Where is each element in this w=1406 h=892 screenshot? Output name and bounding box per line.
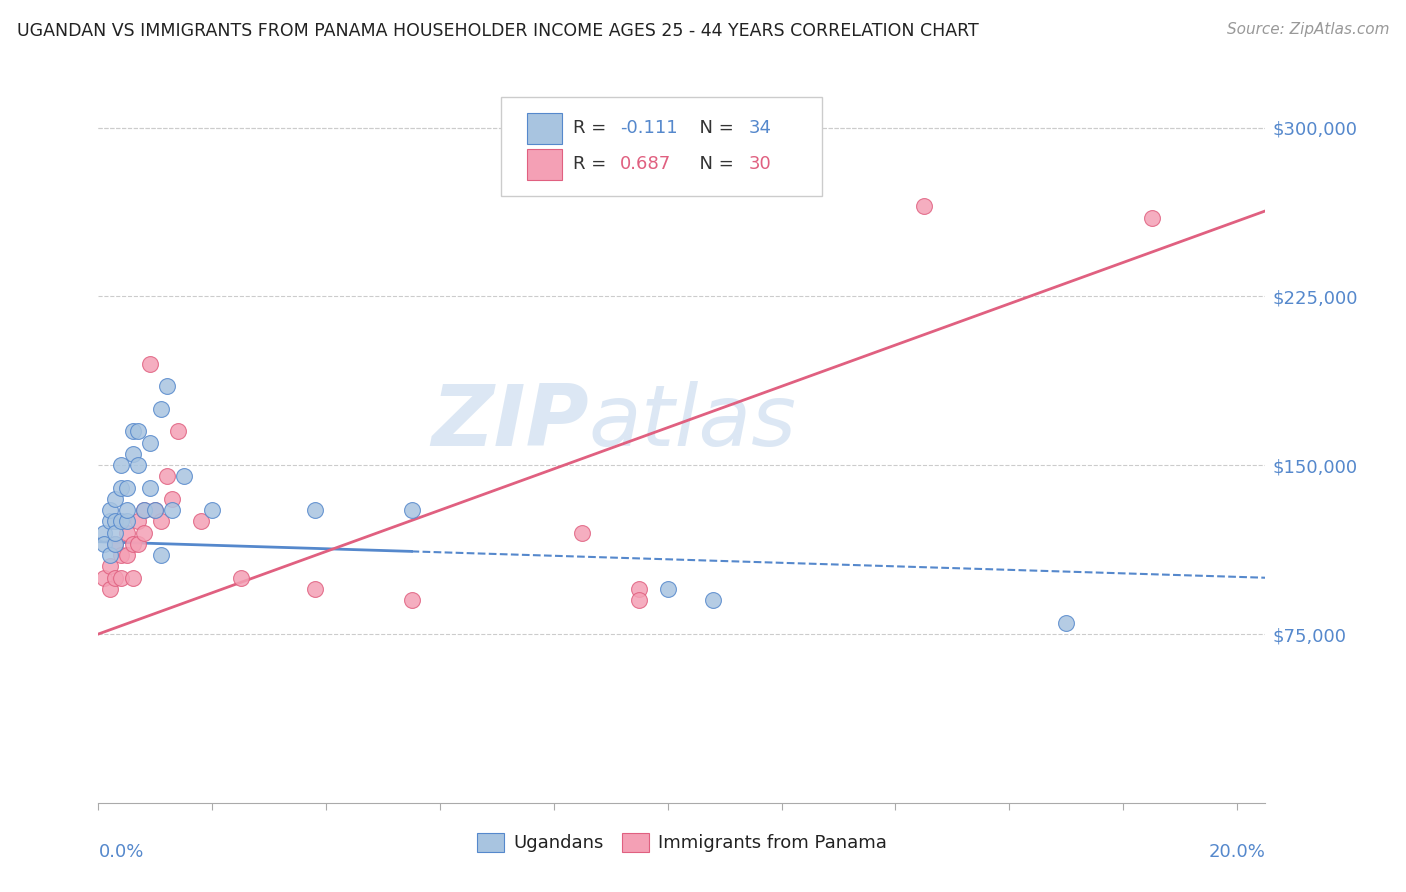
Point — [115, 515, 138, 529]
Point — [110, 548, 132, 562]
Point — [150, 548, 173, 562]
Text: -0.111: -0.111 — [620, 120, 678, 137]
Point — [150, 515, 173, 529]
Point — [143, 503, 166, 517]
Point — [156, 469, 179, 483]
Point — [138, 481, 160, 495]
Point — [127, 537, 149, 551]
Point — [190, 515, 212, 529]
Text: atlas: atlas — [589, 381, 797, 464]
Point — [304, 503, 326, 517]
Point — [110, 458, 132, 473]
Point — [162, 503, 184, 517]
Point — [138, 357, 160, 371]
Point — [229, 571, 252, 585]
Point — [98, 548, 121, 562]
Point — [115, 548, 138, 562]
Text: 0.687: 0.687 — [620, 155, 671, 173]
Point — [1054, 615, 1077, 630]
Point — [104, 525, 127, 540]
Point — [93, 537, 115, 551]
Point — [98, 515, 121, 529]
Point — [702, 593, 724, 607]
Point — [628, 593, 651, 607]
Point — [104, 571, 127, 585]
Point — [1140, 211, 1163, 225]
Point — [115, 481, 138, 495]
Point — [110, 481, 132, 495]
Text: UGANDAN VS IMMIGRANTS FROM PANAMA HOUSEHOLDER INCOME AGES 25 - 44 YEARS CORRELAT: UGANDAN VS IMMIGRANTS FROM PANAMA HOUSEH… — [17, 22, 979, 40]
Text: 30: 30 — [748, 155, 770, 173]
Point — [138, 435, 160, 450]
Point — [132, 503, 155, 517]
Point — [162, 491, 184, 506]
Point — [98, 503, 121, 517]
Point — [571, 525, 593, 540]
Point — [127, 458, 149, 473]
Point — [104, 537, 127, 551]
Point — [121, 571, 143, 585]
Point — [127, 515, 149, 529]
Point — [167, 425, 190, 439]
Point — [628, 582, 651, 596]
Point — [401, 503, 423, 517]
Point — [143, 503, 166, 517]
Legend: Ugandans, Immigrants from Panama: Ugandans, Immigrants from Panama — [470, 826, 894, 860]
Point — [912, 199, 935, 213]
Point — [121, 425, 143, 439]
Point — [121, 537, 143, 551]
Point — [98, 582, 121, 596]
Point — [127, 425, 149, 439]
Text: R =: R = — [574, 155, 613, 173]
FancyBboxPatch shape — [527, 149, 562, 179]
Point — [110, 571, 132, 585]
Point — [104, 491, 127, 506]
Text: R =: R = — [574, 120, 613, 137]
Point — [132, 503, 155, 517]
Text: 0.0%: 0.0% — [98, 843, 143, 861]
Text: N =: N = — [688, 120, 740, 137]
Point — [121, 447, 143, 461]
FancyBboxPatch shape — [527, 113, 562, 144]
Point — [93, 571, 115, 585]
Point — [401, 593, 423, 607]
Point — [132, 525, 155, 540]
FancyBboxPatch shape — [501, 97, 823, 195]
Point — [104, 515, 127, 529]
Point — [110, 515, 132, 529]
Point — [115, 525, 138, 540]
Point — [156, 379, 179, 393]
Point — [173, 469, 195, 483]
Point — [201, 503, 224, 517]
Point — [93, 525, 115, 540]
Point — [98, 559, 121, 574]
Point — [304, 582, 326, 596]
Text: Source: ZipAtlas.com: Source: ZipAtlas.com — [1226, 22, 1389, 37]
Point — [657, 582, 679, 596]
Text: 34: 34 — [748, 120, 772, 137]
Point — [150, 401, 173, 416]
Point — [104, 537, 127, 551]
Point — [115, 503, 138, 517]
Text: 20.0%: 20.0% — [1209, 843, 1265, 861]
Text: N =: N = — [688, 155, 740, 173]
Text: ZIP: ZIP — [430, 381, 589, 464]
